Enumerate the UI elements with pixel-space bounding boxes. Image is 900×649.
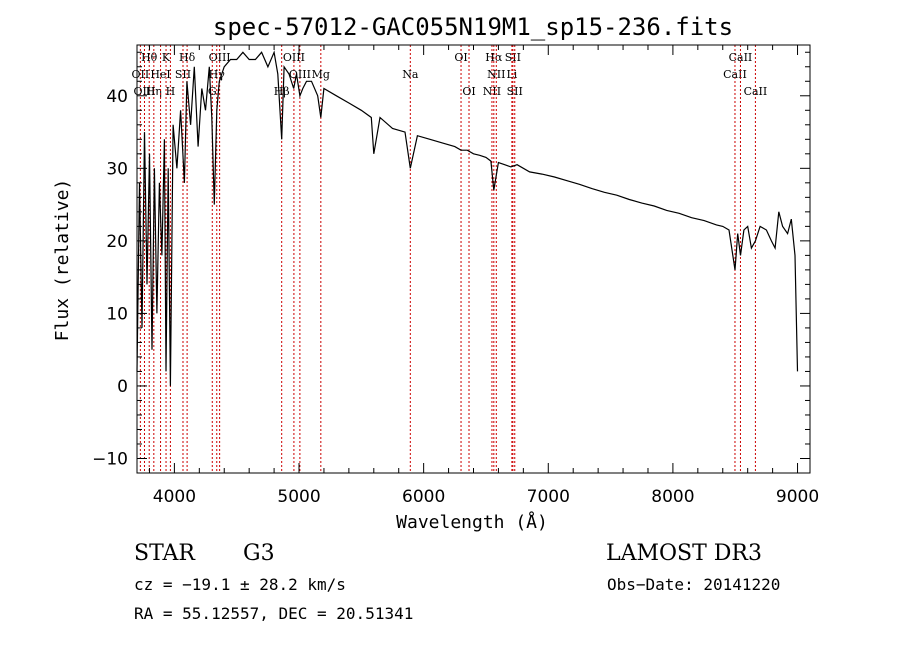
line-label-2: OIII <box>133 85 155 98</box>
plot-frame <box>136 44 811 474</box>
object-subclass: G3 <box>243 541 275 566</box>
line-label-16: Na <box>402 68 419 81</box>
y-tick-label: 40 <box>106 87 128 107</box>
line-label-13: OIII <box>283 51 305 64</box>
line-label-27: CaII <box>744 85 768 98</box>
line-label-12: Hβ <box>274 85 290 98</box>
line-label-7: SII <box>175 68 191 81</box>
y-tick-label: 30 <box>106 159 128 179</box>
line-label-1: OII <box>132 68 150 81</box>
x-tick-label: 6000 <box>402 487 445 507</box>
line-label-23: SII <box>505 51 521 64</box>
line-label-8: Hδ <box>179 51 196 64</box>
x-axis: 4000 5000 6000 7000 8000 9000 <box>148 45 819 507</box>
line-label-0: Hθ <box>141 51 158 64</box>
line-label-15: Mg <box>312 68 330 81</box>
line-label-22: Li <box>506 68 517 81</box>
survey-name: LAMOST DR3 <box>606 541 762 566</box>
line-label-14: OIII <box>289 68 311 81</box>
object-class: STAR <box>134 541 196 566</box>
redshift-cz: cz = −19.1 ± 28.2 km/s <box>134 575 346 594</box>
line-label-21: NII <box>487 68 505 81</box>
x-tick-label: 5000 <box>277 487 320 507</box>
line-label-4: HeI <box>150 68 170 81</box>
line-label-24: SII <box>507 85 523 98</box>
line-label-5: K <box>162 51 171 64</box>
line-label-25: CaII <box>723 68 747 81</box>
obs-date: Obs−Date: 20141220 <box>607 575 780 594</box>
line-label-18: OI <box>462 85 475 98</box>
y-tick-label: −10 <box>92 449 128 469</box>
y-axis-label: Flux (relative) <box>52 179 73 342</box>
flux-series-line <box>136 50 799 386</box>
x-axis-label: Wavelength (Å) <box>396 511 548 533</box>
x-tick-label: 9000 <box>776 487 819 507</box>
y-axis: −10 0 10 20 30 40 <box>92 51 810 474</box>
line-label-19: NII <box>483 85 501 98</box>
line-label-11: OIII <box>209 51 231 64</box>
line-label-17: OI <box>454 51 467 64</box>
line-label-3: Hη <box>146 85 162 98</box>
x-tick-label: 4000 <box>153 487 196 507</box>
y-tick-label: 0 <box>117 377 128 397</box>
x-tick-label: 7000 <box>527 487 570 507</box>
y-tick-label: 20 <box>106 232 128 252</box>
line-label-26: CaII <box>729 51 753 64</box>
chart-title: spec-57012-GAC055N19M1_sp15-236.fits <box>213 13 733 41</box>
coordinates: RA = 55.12557, DEC = 20.51341 <box>134 604 413 623</box>
x-tick-label: 8000 <box>651 487 694 507</box>
y-tick-label: 10 <box>106 304 128 324</box>
line-label-20: Hα <box>485 51 503 64</box>
line-label-6: H <box>166 85 176 98</box>
line-label-9: G <box>208 85 217 98</box>
